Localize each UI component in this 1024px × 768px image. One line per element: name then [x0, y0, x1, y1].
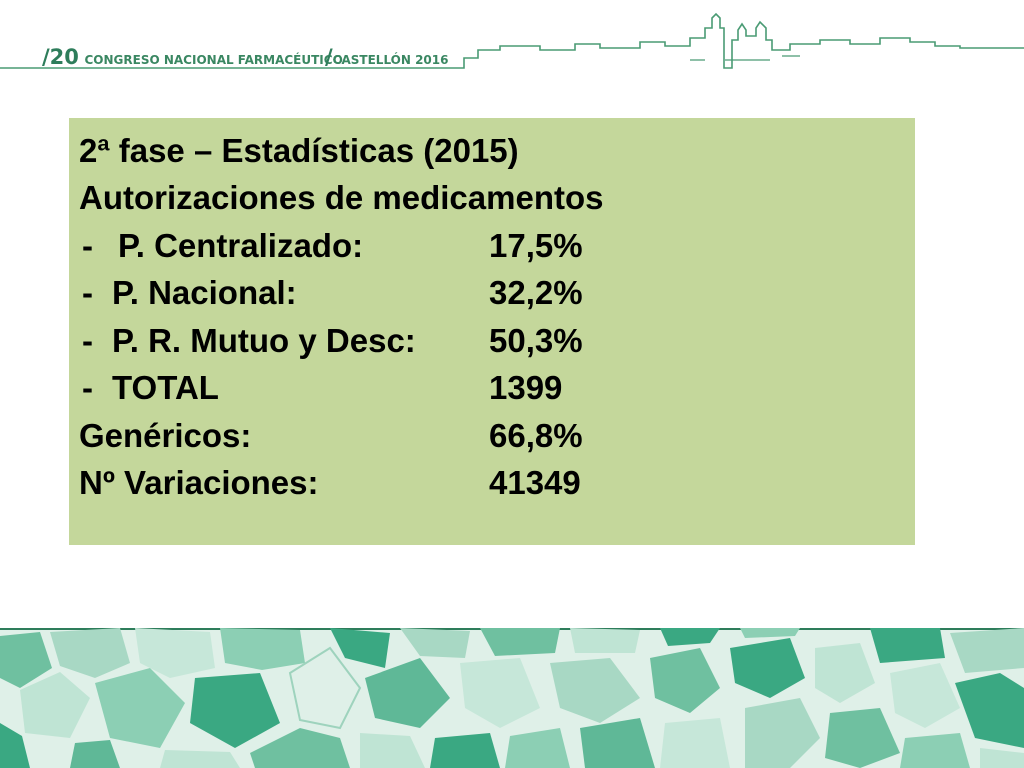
- edition-number: 20: [49, 45, 79, 69]
- stat-label: P. Nacional:: [112, 274, 297, 311]
- generics-value: 66,8%: [489, 417, 583, 454]
- stat-value: 50,3%: [489, 322, 583, 359]
- bullet-dash: -: [82, 369, 93, 406]
- congress-location: /CASTELLÓN 2016: [325, 45, 448, 69]
- variations-value: 41349: [489, 464, 581, 501]
- edition-slash: /: [42, 45, 50, 69]
- slide-title: 2ª fase – Estadísticas (2015): [79, 132, 519, 169]
- bullet-dash: -: [82, 274, 93, 311]
- variations-label: Nº Variaciones:: [79, 464, 319, 501]
- slide-subtitle: Autorizaciones de medicamentos: [79, 179, 604, 216]
- mosaic-pattern: [0, 628, 1024, 768]
- congress-title: /20 CONGRESO NACIONAL FARMACÉUTICO: [42, 45, 343, 69]
- stat-label: P. R. Mutuo y Desc:: [112, 322, 416, 359]
- congress-name: CONGRESO NACIONAL FARMACÉUTICO: [84, 53, 343, 67]
- stat-value: 32,2%: [489, 274, 583, 311]
- stat-value: 1399: [489, 369, 563, 406]
- bullet-dash: -: [82, 227, 93, 264]
- stat-label: TOTAL: [112, 369, 219, 406]
- statistics-box: [69, 118, 915, 545]
- slide-header: /20 CONGRESO NACIONAL FARMACÉUTICO /CAST…: [0, 0, 1024, 80]
- castellon-skyline-icon: [0, 12, 1024, 69]
- stat-value: 17,5%: [489, 227, 583, 264]
- city-year: CASTELLÓN 2016: [332, 53, 449, 67]
- city-slash: /: [325, 45, 333, 69]
- stat-label: P. Centralizado:: [118, 227, 364, 264]
- generics-label: Genéricos:: [79, 417, 252, 454]
- bullet-dash: -: [82, 322, 93, 359]
